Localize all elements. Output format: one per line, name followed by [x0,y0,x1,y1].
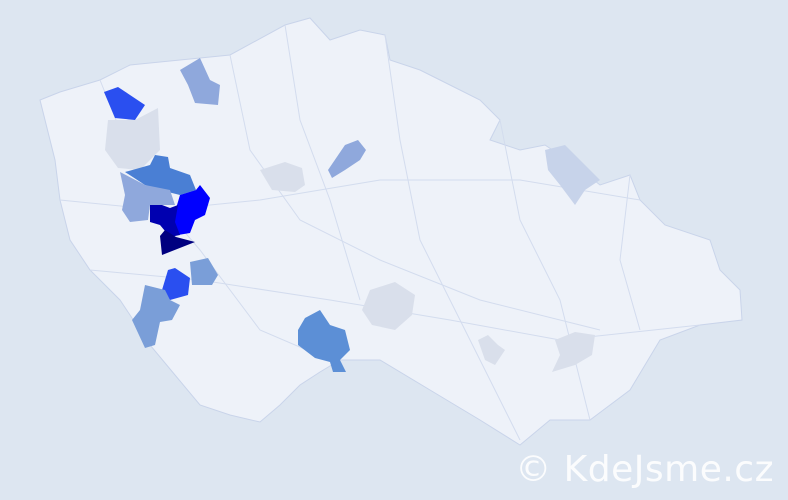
highlight-west-light[interactable] [120,172,175,222]
highlight-central-north[interactable] [328,140,366,178]
highlight-south-east-grey[interactable] [552,332,595,372]
highlight-east-north[interactable] [545,145,600,205]
country-outline [39,17,743,446]
highlight-north-west[interactable] [104,87,145,120]
highlight-west-mid[interactable] [125,155,196,195]
highlight-central-grey[interactable] [260,162,305,192]
highlighted-districts [104,58,600,372]
highlight-south-west-bright[interactable] [162,268,190,300]
highlight-navy[interactable] [160,230,195,255]
highlight-dark-blue[interactable] [150,205,180,237]
highlight-south-west-light[interactable] [132,285,180,348]
highlight-south-west-small[interactable] [190,258,218,285]
watermark: © KdeJsme.cz [515,449,774,490]
highlight-west-grey[interactable] [105,108,160,170]
highlight-south[interactable] [298,310,350,372]
highlight-brno-grey[interactable] [478,335,505,365]
highlight-vysocina-grey[interactable] [362,282,415,330]
highlight-north[interactable] [180,58,220,105]
highlight-pure-blue[interactable] [172,185,210,235]
